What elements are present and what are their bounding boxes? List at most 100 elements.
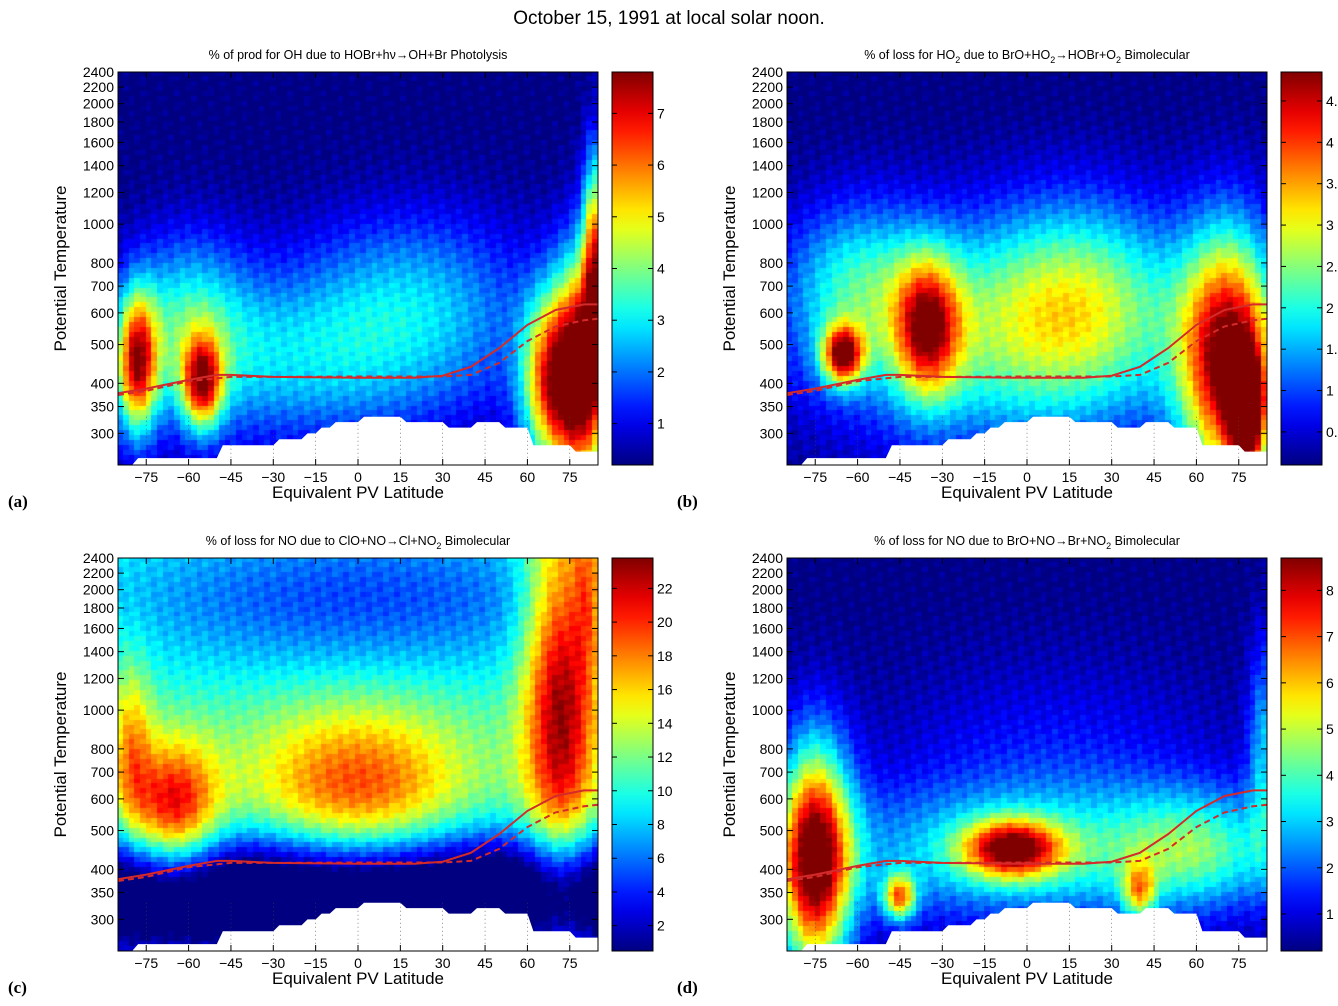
x-tick-label: −45 xyxy=(219,955,243,971)
unsampled-region xyxy=(118,416,604,465)
y-tick-label: 400 xyxy=(760,861,784,877)
x-axis-label: Equivalent PV Latitude xyxy=(941,483,1113,502)
y-tick-label: 800 xyxy=(91,741,115,757)
tropopause-dashed-line xyxy=(786,803,1268,882)
panel-label: (b) xyxy=(677,492,698,511)
colorbar-tick-label: 10 xyxy=(657,783,673,799)
x-tick-label: 0 xyxy=(1023,955,1031,971)
heatmap-field xyxy=(118,72,598,465)
heatmap-field xyxy=(787,72,1267,465)
colorbar xyxy=(611,557,654,952)
colorbar-tick-label: 2 xyxy=(1326,300,1334,316)
tropopause-solid-line xyxy=(786,789,1267,881)
x-tick-label: 60 xyxy=(520,955,536,971)
y-tick-label: 1000 xyxy=(752,702,783,718)
panel-title: % of loss for NO due to ClO+NO→Cl+NO2 Bi… xyxy=(206,534,510,551)
panel-d: −75 −60 −45 −30 −15 0 15 30 45 60 75 300 350 400 500 60… xyxy=(669,516,1338,1006)
colorbar-tick-label: 7 xyxy=(657,105,665,121)
figure-title: October 15, 1991 at local solar noon. xyxy=(513,8,825,29)
y-tick-label: 400 xyxy=(91,375,115,391)
colorbar-tick-label: 1 xyxy=(1326,383,1334,399)
y-tick-label: 300 xyxy=(91,425,115,441)
y-tick-label: 500 xyxy=(91,337,115,353)
x-tick-label: 15 xyxy=(393,955,409,971)
y-tick-label: 1400 xyxy=(83,644,114,660)
x-tick-label: 45 xyxy=(1146,955,1162,971)
y-tick-label: 700 xyxy=(91,764,115,780)
y-tick-label: 500 xyxy=(760,823,784,839)
y-tick-label: 300 xyxy=(760,911,784,927)
colorbar-tick-label: 8 xyxy=(657,816,665,832)
y-tick-label: 700 xyxy=(91,278,115,294)
y-tick-label: 1800 xyxy=(83,114,114,130)
colorbar-tick-label: 16 xyxy=(657,682,673,698)
y-tick-label: 1200 xyxy=(752,670,783,686)
colorbar-tick-label: 18 xyxy=(657,648,673,664)
y-tick-label: 2000 xyxy=(83,96,114,112)
chart-svg: −75 −60 −45 −30 −15 0 15 30 45 60 7530035040050060… xyxy=(8,534,673,997)
y-tick-label: 1400 xyxy=(83,158,114,174)
x-tick-label: −45 xyxy=(888,955,912,971)
colorbar-tick-label: 2 xyxy=(657,364,665,380)
colorbar-tick-label: 6 xyxy=(657,850,665,866)
unsampled-region xyxy=(787,902,1273,951)
y-axis-label: Potential Temperature xyxy=(51,185,70,351)
panel-c: −75 −60 −45 −30 −15 0 15 30 45 60 75 300 350 400 500 60… xyxy=(0,516,673,1006)
heatmap-field xyxy=(787,558,1267,951)
chart-svg: −75 −60 −45 −30 −15 0 15 30 45 60 7530035040050060… xyxy=(677,534,1334,997)
x-tick-label: 30 xyxy=(1104,469,1120,485)
tropopause-solid-line xyxy=(117,789,598,881)
y-tick-label: 500 xyxy=(91,823,115,839)
y-tick-label: 350 xyxy=(760,885,784,901)
y-tick-label: 300 xyxy=(91,911,115,927)
unsampled-region xyxy=(118,902,604,951)
x-tick-label: 0 xyxy=(354,955,362,971)
x-tick-label: −30 xyxy=(930,469,954,485)
x-tick-label: 30 xyxy=(435,955,451,971)
colorbar-tick-label: 20 xyxy=(657,614,673,630)
x-tick-label: −30 xyxy=(930,955,954,971)
x-axis-label: Equivalent PV Latitude xyxy=(272,969,444,988)
y-tick-label: 350 xyxy=(91,399,115,415)
colorbar-tick-label: 2 xyxy=(1326,860,1334,876)
y-tick-label: 800 xyxy=(760,255,784,271)
y-tick-label: 800 xyxy=(91,255,115,271)
y-tick-label: 2200 xyxy=(83,565,114,581)
colorbar-tick-label: 1 xyxy=(1326,906,1334,922)
y-tick-label: 1600 xyxy=(83,134,114,150)
y-tick-label: 300 xyxy=(760,425,784,441)
y-tick-label: 600 xyxy=(91,791,115,807)
heatmap-field xyxy=(118,558,598,951)
colorbar-tick-label: 4 xyxy=(1326,134,1334,150)
y-tick-label: 1400 xyxy=(752,644,783,660)
colorbar-tick-label: 2.5 xyxy=(1326,258,1338,274)
colorbar xyxy=(1280,71,1323,466)
x-tick-label: −45 xyxy=(219,469,243,485)
x-tick-label: 0 xyxy=(1023,469,1031,485)
colorbar-tick-label: 5 xyxy=(1326,721,1334,737)
colorbar-tick-label: 12 xyxy=(657,749,673,765)
x-tick-label: 15 xyxy=(393,469,409,485)
y-tick-label: 1600 xyxy=(83,620,114,636)
colorbar xyxy=(611,71,654,466)
x-tick-label: −60 xyxy=(846,469,870,485)
y-tick-label: 1400 xyxy=(752,158,783,174)
colorbar-tick-label: 22 xyxy=(657,580,673,596)
colorbar xyxy=(1280,557,1323,952)
colorbar-tick-label: 4 xyxy=(657,884,665,900)
y-tick-label: 2200 xyxy=(83,79,114,95)
y-tick-label: 700 xyxy=(760,278,784,294)
y-tick-label: 500 xyxy=(760,337,784,353)
y-tick-label: 1600 xyxy=(752,134,783,150)
x-tick-label: 15 xyxy=(1062,955,1078,971)
panel-label: (d) xyxy=(677,978,698,997)
y-tick-label: 1200 xyxy=(83,184,114,200)
x-tick-label: 0 xyxy=(354,469,362,485)
panel-label: (c) xyxy=(8,978,27,997)
colorbar-tick-label: 5 xyxy=(657,209,665,225)
x-tick-label: −15 xyxy=(304,955,328,971)
y-tick-label: 600 xyxy=(760,305,784,321)
x-tick-label: 75 xyxy=(1231,955,1247,971)
x-tick-label: 60 xyxy=(1189,469,1205,485)
y-tick-label: 2400 xyxy=(752,64,783,80)
